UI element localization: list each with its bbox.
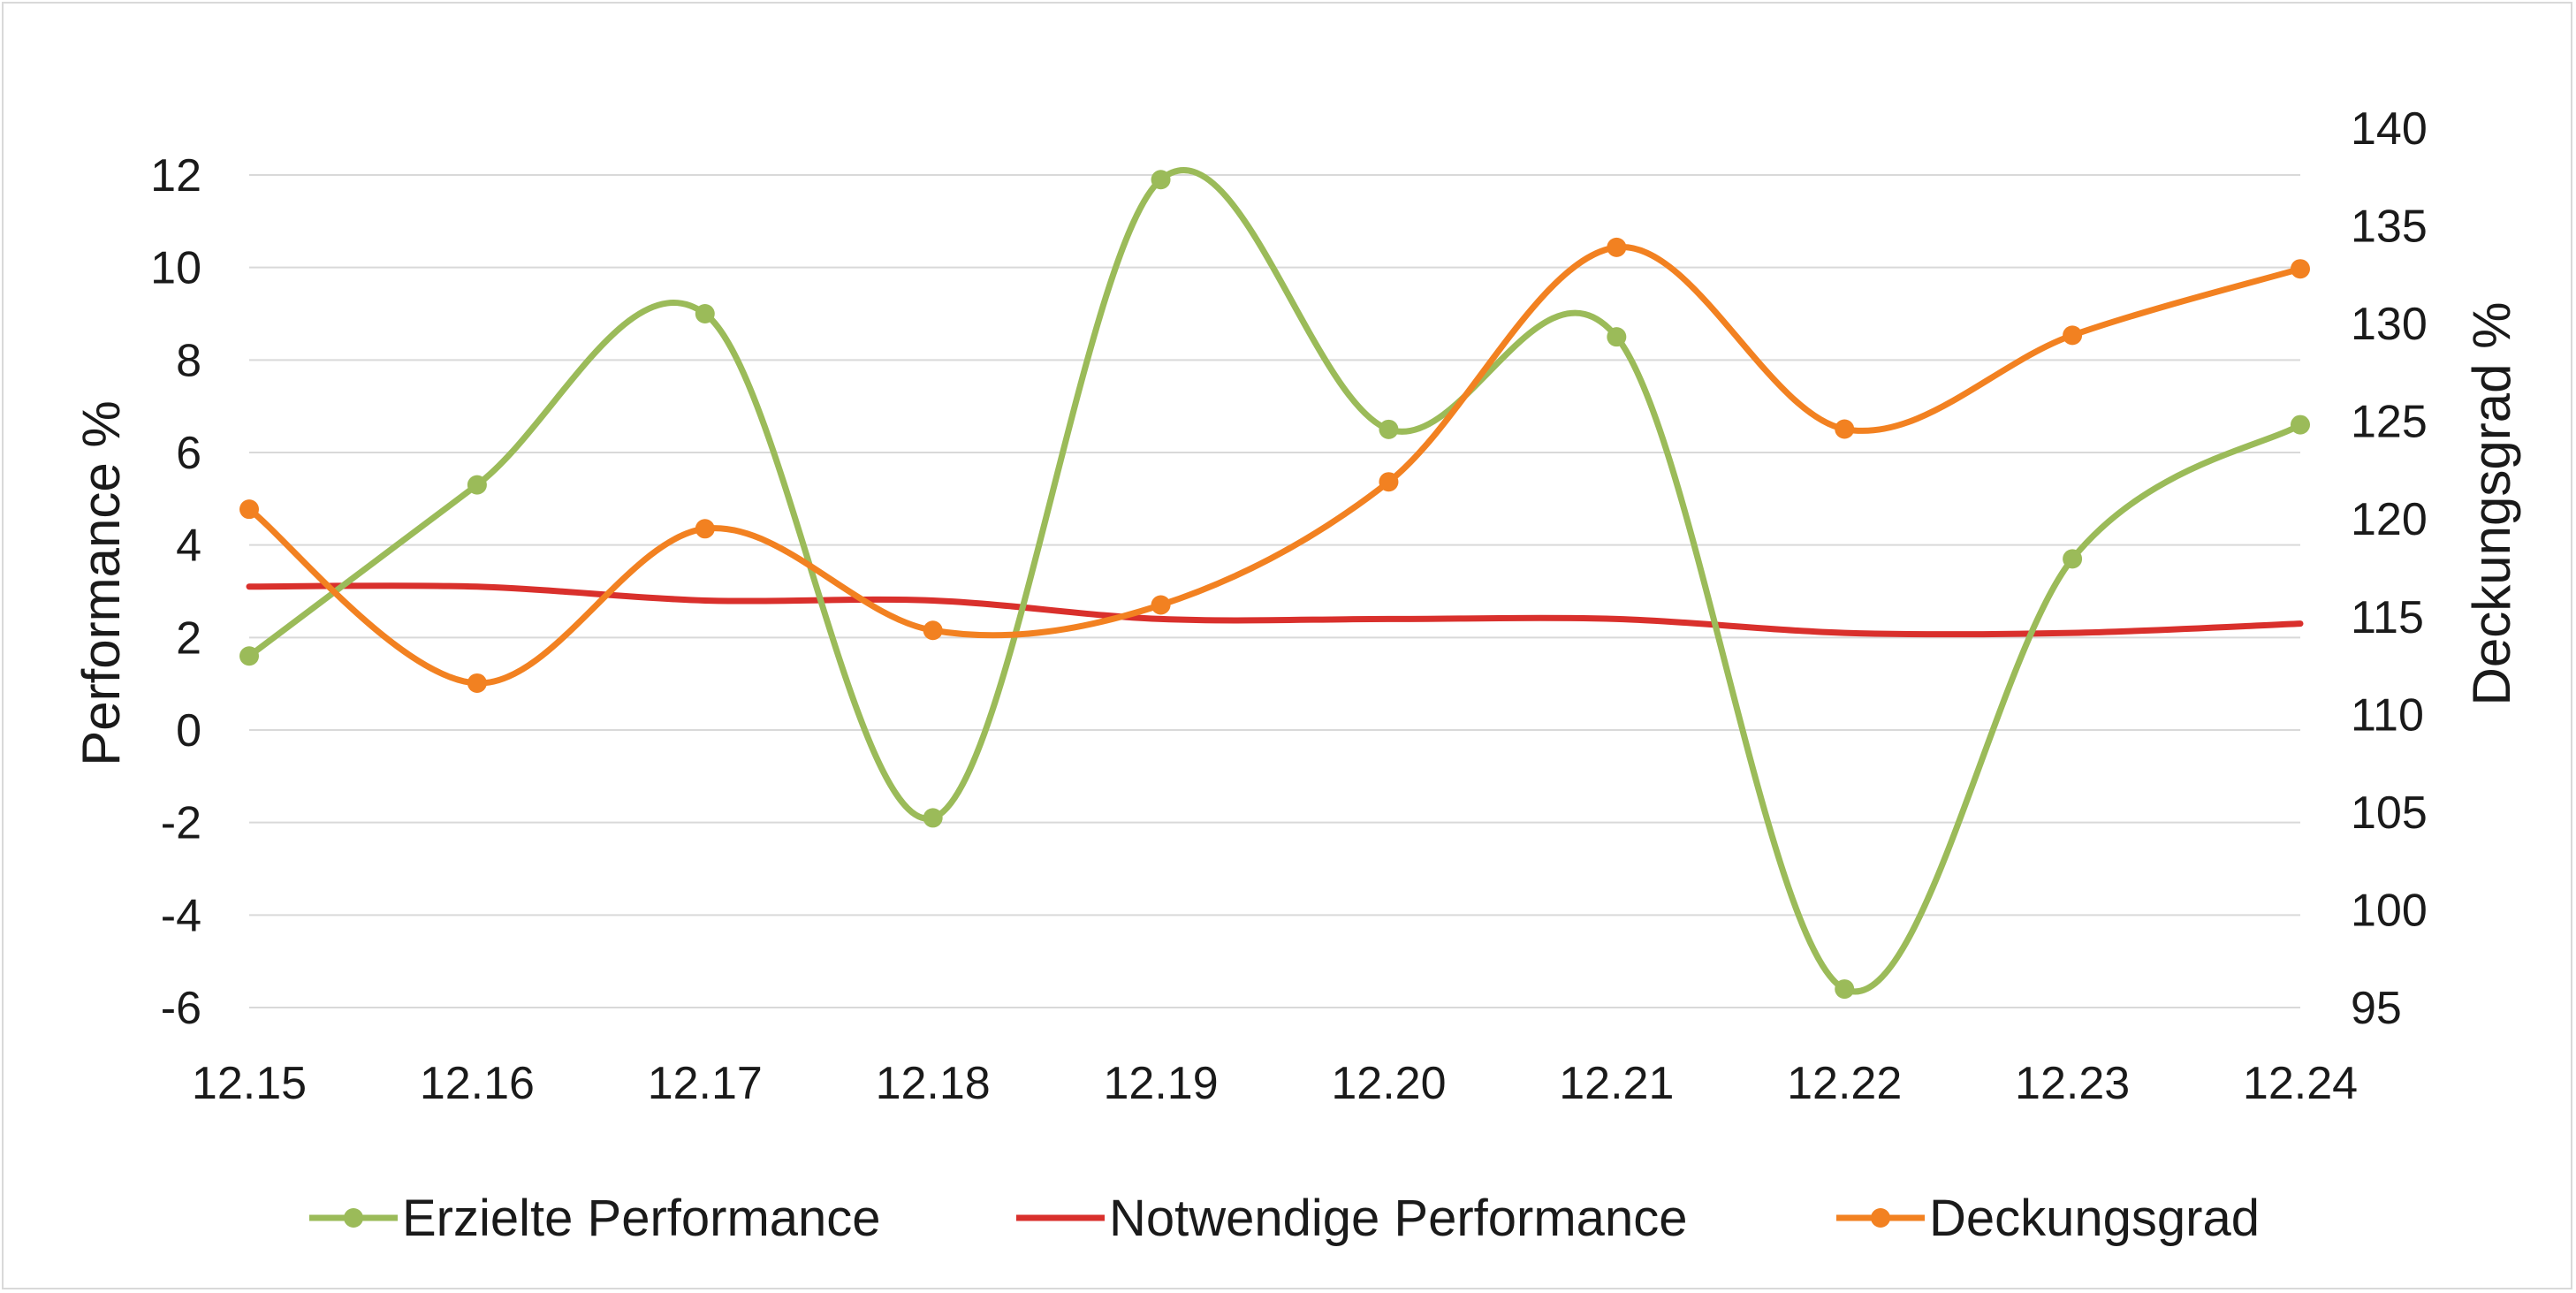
right-tick-label: 110 — [2351, 689, 2424, 741]
left-tick-label: 6 — [176, 428, 201, 479]
left-axis-title: Performance % — [72, 400, 131, 766]
data-point — [2291, 415, 2310, 435]
data-point — [1379, 472, 1399, 492]
right-tick-label: 120 — [2351, 494, 2428, 545]
left-tick-label: 12 — [150, 150, 201, 202]
right-tick-label: 105 — [2351, 787, 2428, 839]
left-tick-label: 8 — [176, 335, 201, 386]
legend: Erzielte Performance Notwendige Performan… — [309, 1190, 2260, 1247]
x-tick-label: 12.17 — [648, 1058, 763, 1109]
x-tick-label: 12.18 — [876, 1058, 991, 1109]
legend-label: Notwendige Performance — [1109, 1190, 1687, 1247]
legend-marker — [344, 1208, 363, 1228]
x-tick-label: 12.15 — [192, 1058, 307, 1109]
left-tick-label: 2 — [176, 612, 201, 664]
right-tick-label: 125 — [2351, 397, 2428, 448]
x-tick-label: 12.19 — [1103, 1058, 1218, 1109]
left-tick-label: 0 — [176, 705, 201, 757]
right-tick-label: 130 — [2351, 299, 2428, 350]
right-tick-label: 135 — [2351, 202, 2428, 253]
data-point — [1607, 237, 1627, 257]
right-axis-title: Deckungsgrad % — [2462, 302, 2521, 706]
left-tick-label: 10 — [150, 243, 201, 294]
series-group — [239, 167, 2310, 1000]
legend-item: Deckungsgrad — [1836, 1190, 2260, 1247]
data-point — [1607, 327, 1627, 347]
series-line — [246, 244, 2304, 687]
left-axis-ticks: -6 -4 -2 0 2 4 6 8 10 12 — [150, 150, 201, 1034]
legend-item: Notwendige Performance — [1016, 1190, 1687, 1247]
x-axis-ticks: 12.15 12.16 12.17 12.18 12.19 12.20 12.21 12.22… — [192, 1058, 2358, 1109]
series-erzielte-performance — [239, 167, 2310, 1000]
data-point — [695, 304, 715, 323]
legend-label: Deckungsgrad — [1929, 1190, 2260, 1247]
left-tick-label: -2 — [161, 798, 201, 849]
x-tick-label: 12.21 — [1559, 1058, 1674, 1109]
data-point — [1835, 419, 1855, 439]
left-tick-label: -6 — [161, 983, 201, 1034]
data-point — [923, 620, 943, 641]
left-tick-label: -4 — [161, 890, 201, 941]
data-point — [467, 475, 487, 495]
right-tick-label: 140 — [2351, 103, 2428, 155]
x-tick-label: 12.23 — [2015, 1058, 2130, 1109]
data-point — [1151, 170, 1171, 190]
data-point — [239, 499, 259, 520]
data-point — [695, 519, 715, 539]
legend-item: Erzielte Performance — [309, 1190, 881, 1247]
left-tick-label: 4 — [176, 521, 201, 572]
series-line — [246, 167, 2304, 995]
data-point — [239, 646, 259, 666]
data-point — [1151, 595, 1171, 615]
data-point — [923, 808, 943, 828]
legend-label: Erzielte Performance — [402, 1190, 881, 1247]
right-tick-label: 115 — [2351, 592, 2424, 643]
series-line — [246, 582, 2304, 638]
right-axis-ticks: 95 100 105 110 115 120 125 130 135 140 — [2351, 103, 2428, 1034]
data-point — [2063, 325, 2083, 346]
data-point — [467, 673, 487, 693]
x-tick-label: 12.22 — [1787, 1058, 1902, 1109]
legend-marker — [1871, 1208, 1890, 1228]
x-tick-label: 12.16 — [420, 1058, 535, 1109]
data-point — [2291, 259, 2310, 279]
right-tick-label: 100 — [2351, 885, 2428, 936]
series-notwendige-performance — [246, 582, 2304, 638]
x-tick-label: 12.20 — [1331, 1058, 1446, 1109]
data-point — [1379, 419, 1399, 439]
data-point — [1835, 979, 1855, 1000]
data-point — [2063, 549, 2083, 569]
series-deckungsgrad — [239, 237, 2310, 693]
right-tick-label: 95 — [2351, 983, 2402, 1034]
x-tick-label: 12.24 — [2243, 1058, 2358, 1109]
